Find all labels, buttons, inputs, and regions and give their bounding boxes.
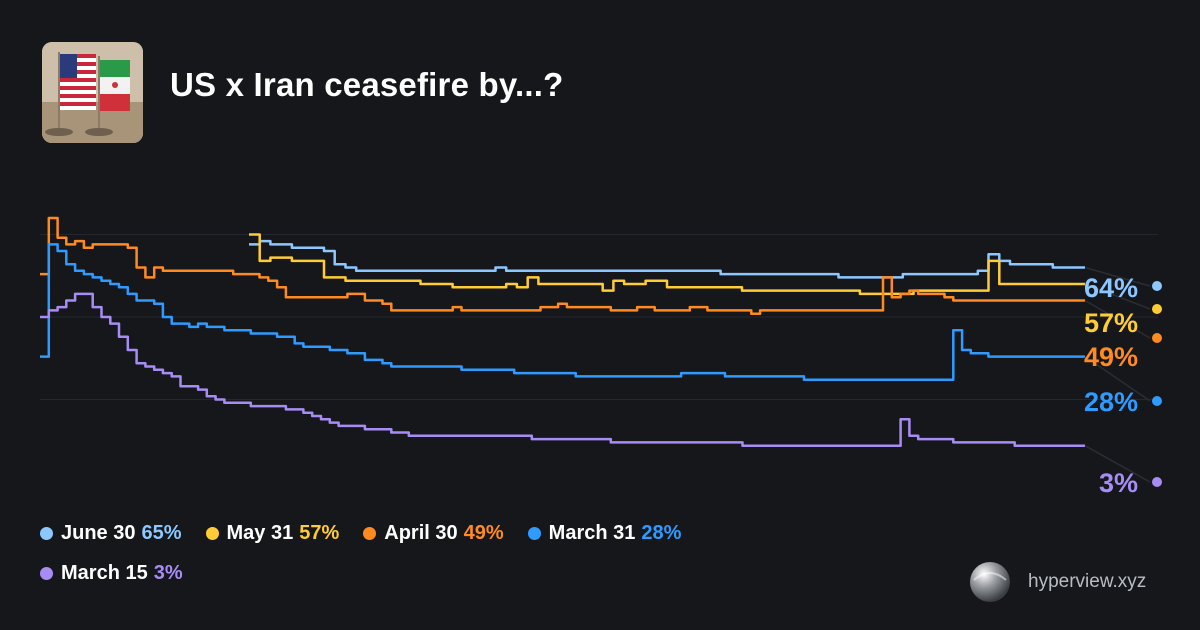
- series-connector: [1084, 355, 1151, 402]
- legend-name: June 30: [61, 522, 136, 544]
- series-end-label: 28%: [1084, 387, 1138, 417]
- series-line-april-30: [40, 216, 1085, 315]
- legend-name: March 15: [61, 562, 148, 584]
- series-endpoint-dot: [1152, 304, 1162, 314]
- legend-dot: [40, 527, 53, 540]
- legend-name: March 31: [548, 522, 636, 544]
- brand-name: hyperview.xyz: [1028, 571, 1147, 592]
- series-end-label: 49%: [1084, 342, 1138, 372]
- legend-item-may-31: May 31 57%: [205, 522, 340, 545]
- legend-row: March 15 3%: [40, 562, 207, 585]
- legend-dot: [205, 527, 219, 540]
- series-endpoint-dot: [1152, 333, 1162, 343]
- legend-item-march-31: March 31 28%: [527, 522, 682, 545]
- us-iran-flags-icon: [42, 42, 143, 143]
- series-line-march-15: [40, 292, 1085, 447]
- legend-value: 57%: [299, 522, 340, 544]
- series-connector: [1084, 299, 1151, 339]
- legend-name: April 30: [384, 522, 458, 544]
- series-endpoint-dot: [1152, 281, 1162, 291]
- legend-item-june-30: June 30 65%: [40, 522, 182, 545]
- legend-row: June 30 65% May 31 57% April 30 49% March 31 28…: [40, 522, 705, 545]
- series-endpoint-dot: [1152, 396, 1162, 406]
- legend-value: 49%: [463, 522, 504, 544]
- series-end-label: 57%: [1084, 308, 1138, 338]
- series-line-march-31: [40, 243, 1085, 381]
- page-title: US x Iran ceasefire by...?: [170, 66, 564, 103]
- series-end-label: 64%: [1084, 273, 1138, 303]
- legend-item-march-15: March 15 3%: [40, 562, 183, 585]
- series-endpoint-dot: [1152, 477, 1162, 487]
- legend-value: 3%: [153, 562, 183, 584]
- legend-dot: [40, 567, 53, 580]
- legend-value: 65%: [141, 522, 182, 544]
- series-connector: [1084, 283, 1151, 310]
- sphere-logo-icon: [970, 562, 1010, 602]
- series-line-june-30: [249, 239, 1085, 279]
- series-connector: [1084, 445, 1151, 483]
- series-end-label: 3%: [1099, 468, 1138, 498]
- series-line-may-31: [249, 233, 1085, 296]
- series-connector: [1084, 266, 1151, 287]
- legend-item-april-30: April 30 49%: [363, 522, 504, 545]
- legend-value: 28%: [641, 522, 682, 544]
- legend-name: May 31: [226, 522, 294, 544]
- legend-dot: [527, 527, 541, 540]
- legend-dot: [363, 527, 377, 540]
- market-thumbnail: [42, 42, 143, 143]
- brand: hyperview.xyz: [968, 560, 1146, 604]
